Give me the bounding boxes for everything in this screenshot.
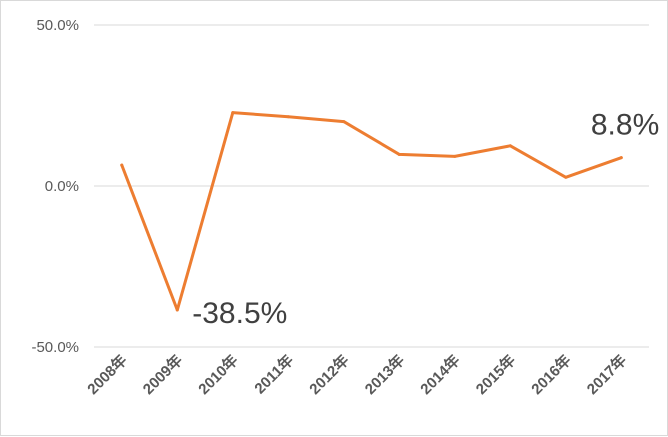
data-point xyxy=(397,152,401,156)
data-point xyxy=(619,156,623,160)
x-tick-label: 2015年 xyxy=(472,351,519,398)
x-tick-label: 2014年 xyxy=(417,351,464,398)
x-tick-label: 2013年 xyxy=(361,351,408,398)
x-tick-label: 2017年 xyxy=(583,351,630,398)
data-point xyxy=(342,120,346,124)
data-point xyxy=(231,111,235,115)
x-tick-label: 2008年 xyxy=(84,351,131,398)
data-point xyxy=(120,163,124,167)
data-label: 8.8% xyxy=(591,109,659,142)
x-tick-label: 2009年 xyxy=(139,351,186,398)
y-tick-label: 50.0% xyxy=(36,17,79,34)
data-point xyxy=(175,308,179,312)
data-point xyxy=(286,115,290,119)
x-tick-label: 2010年 xyxy=(195,351,242,398)
series-line xyxy=(120,111,623,312)
x-tick-label: 2016年 xyxy=(528,351,575,398)
y-tick-label: 0.0% xyxy=(45,178,79,195)
data-point xyxy=(508,144,512,148)
data-point xyxy=(564,175,568,179)
x-tick-label: 2012年 xyxy=(306,351,353,398)
x-tick-label: 2011年 xyxy=(251,351,297,397)
y-tick-label: -50.0% xyxy=(31,339,79,356)
data-label: -38.5% xyxy=(192,297,287,330)
data-point xyxy=(453,154,457,158)
